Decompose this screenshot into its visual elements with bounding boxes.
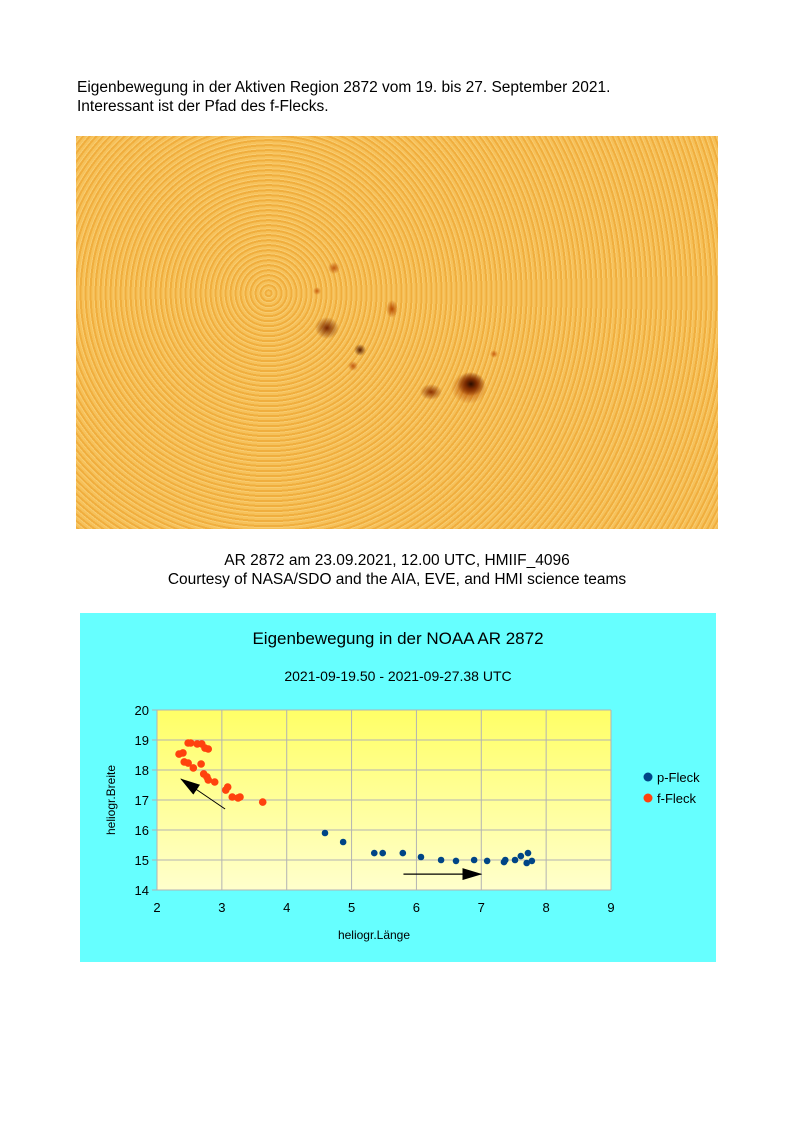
x-tick-label: 8 [543, 900, 550, 915]
data-point-f-Fleck [197, 760, 205, 768]
data-point-p-Fleck [511, 856, 519, 864]
data-point-f-Fleck [189, 764, 198, 772]
data-point-p-Fleck [339, 838, 347, 846]
data-point-p-Fleck [470, 856, 478, 864]
image-caption: AR 2872 am 23.09.2021, 12.00 UTC, HMIIF_… [76, 551, 718, 589]
chart: Eigenbewegung in der NOAA AR 2872 2021-0… [80, 613, 716, 962]
data-point-f-Fleck [186, 739, 195, 747]
x-axis-label: heliogr.Länge [338, 928, 410, 942]
y-tick-label: 19 [135, 733, 149, 748]
y-tick-label: 18 [135, 763, 149, 778]
data-point-p-Fleck [321, 829, 329, 837]
chart-svg: Eigenbewegung in der NOAA AR 2872 2021-0… [104, 629, 700, 942]
intro-text: Eigenbewegung in der Aktiven Region 2872… [77, 78, 610, 116]
data-point-f-Fleck [258, 798, 267, 806]
data-point-f-Fleck [204, 776, 213, 784]
intro-line-2: Interessant ist der Pfad des f-Flecks. [77, 98, 329, 115]
data-point-p-Fleck [399, 849, 407, 857]
data-point-p-Fleck [517, 852, 525, 860]
caption-line-2: Courtesy of NASA/SDO and the AIA, EVE, a… [167, 571, 627, 588]
data-point-f-Fleck [228, 793, 237, 801]
data-point-p-Fleck [417, 853, 425, 861]
y-tick-label: 20 [135, 703, 149, 718]
y-tick-label: 16 [135, 823, 149, 838]
data-point-p-Fleck [379, 849, 387, 857]
y-axis-label: heliogr.Breite [104, 765, 118, 835]
data-point-f-Fleck [221, 786, 230, 794]
intro-line-1: Eigenbewegung in der Aktiven Region 2872… [77, 79, 611, 96]
legend-label: p-Fleck [657, 770, 700, 785]
x-tick-label: 4 [283, 900, 290, 915]
data-point-p-Fleck [370, 849, 378, 857]
x-tick-label: 6 [413, 900, 420, 915]
chart-title: Eigenbewegung in der NOAA AR 2872 [252, 629, 543, 648]
data-point-f-Fleck [175, 750, 183, 758]
caption-line-1: AR 2872 am 23.09.2021, 12.00 UTC, HMIIF_… [224, 552, 570, 569]
x-tick-label: 3 [218, 900, 225, 915]
data-point-f-Fleck [236, 793, 244, 801]
data-point-p-Fleck [501, 856, 509, 864]
y-tick-label: 14 [135, 883, 149, 898]
x-tick-label: 9 [607, 900, 614, 915]
x-tick-label: 5 [348, 900, 355, 915]
data-point-f-Fleck [210, 778, 219, 786]
data-point-p-Fleck [483, 857, 491, 865]
data-point-p-Fleck [437, 856, 445, 864]
x-tick-label: 7 [478, 900, 485, 915]
annotation-arrow [180, 778, 226, 810]
chart-subtitle: 2021-09-19.50 - 2021-09-27.38 UTC [284, 668, 511, 684]
data-point-f-Fleck [184, 759, 192, 767]
y-tick-label: 17 [135, 793, 149, 808]
data-point-p-Fleck [528, 857, 536, 865]
legend-marker [643, 772, 653, 782]
data-point-p-Fleck [523, 859, 530, 867]
sunspot-image [76, 136, 718, 529]
legend-label: f-Fleck [657, 791, 697, 806]
data-point-p-Fleck [524, 849, 532, 857]
data-point-p-Fleck [452, 857, 460, 865]
data-point-f-Fleck [204, 745, 213, 753]
legend-marker [643, 793, 653, 803]
x-tick-label: 2 [153, 900, 160, 915]
y-tick-label: 15 [135, 853, 149, 868]
